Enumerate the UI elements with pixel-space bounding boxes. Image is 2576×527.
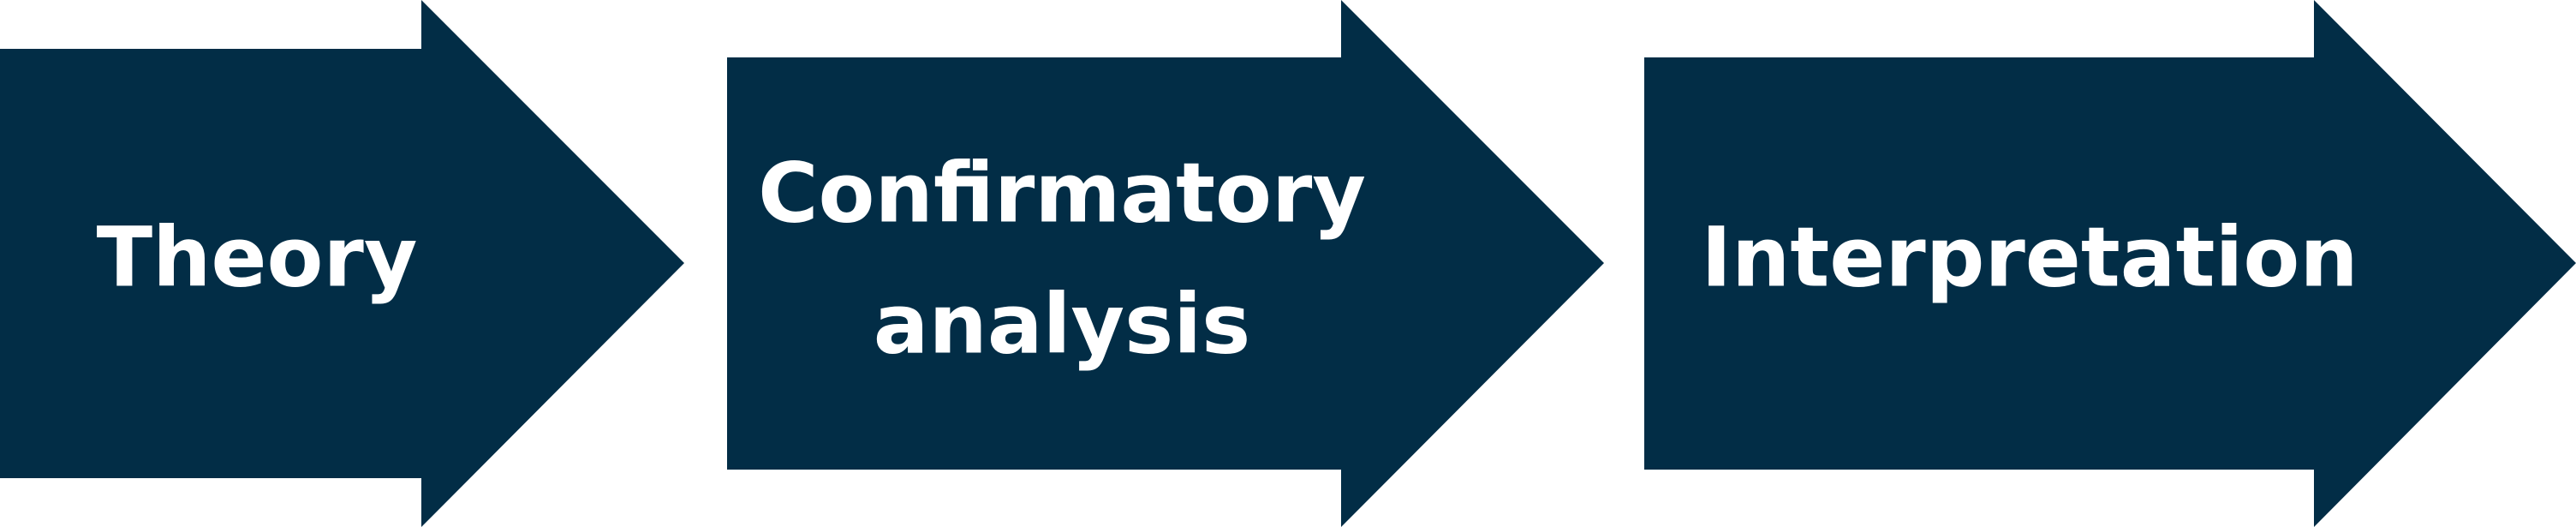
arrow-confirmatory-analysis xyxy=(727,0,1604,527)
step-interpretation: Interpretation xyxy=(1644,0,2576,527)
arrow-theory xyxy=(0,0,684,527)
arrow-interpretation xyxy=(1644,0,2576,527)
step-confirmatory-analysis: Confirmatory analysis xyxy=(727,0,1604,527)
step-theory-label: Theory xyxy=(97,209,418,305)
step-theory: Theory xyxy=(0,0,684,527)
step-interpretation-label: Interpretation xyxy=(1701,209,2358,305)
step-confirmatory-analysis-label-line-2: analysis xyxy=(874,276,1251,372)
step-confirmatory-analysis-label-line-1: Confirmatory xyxy=(758,145,1366,241)
